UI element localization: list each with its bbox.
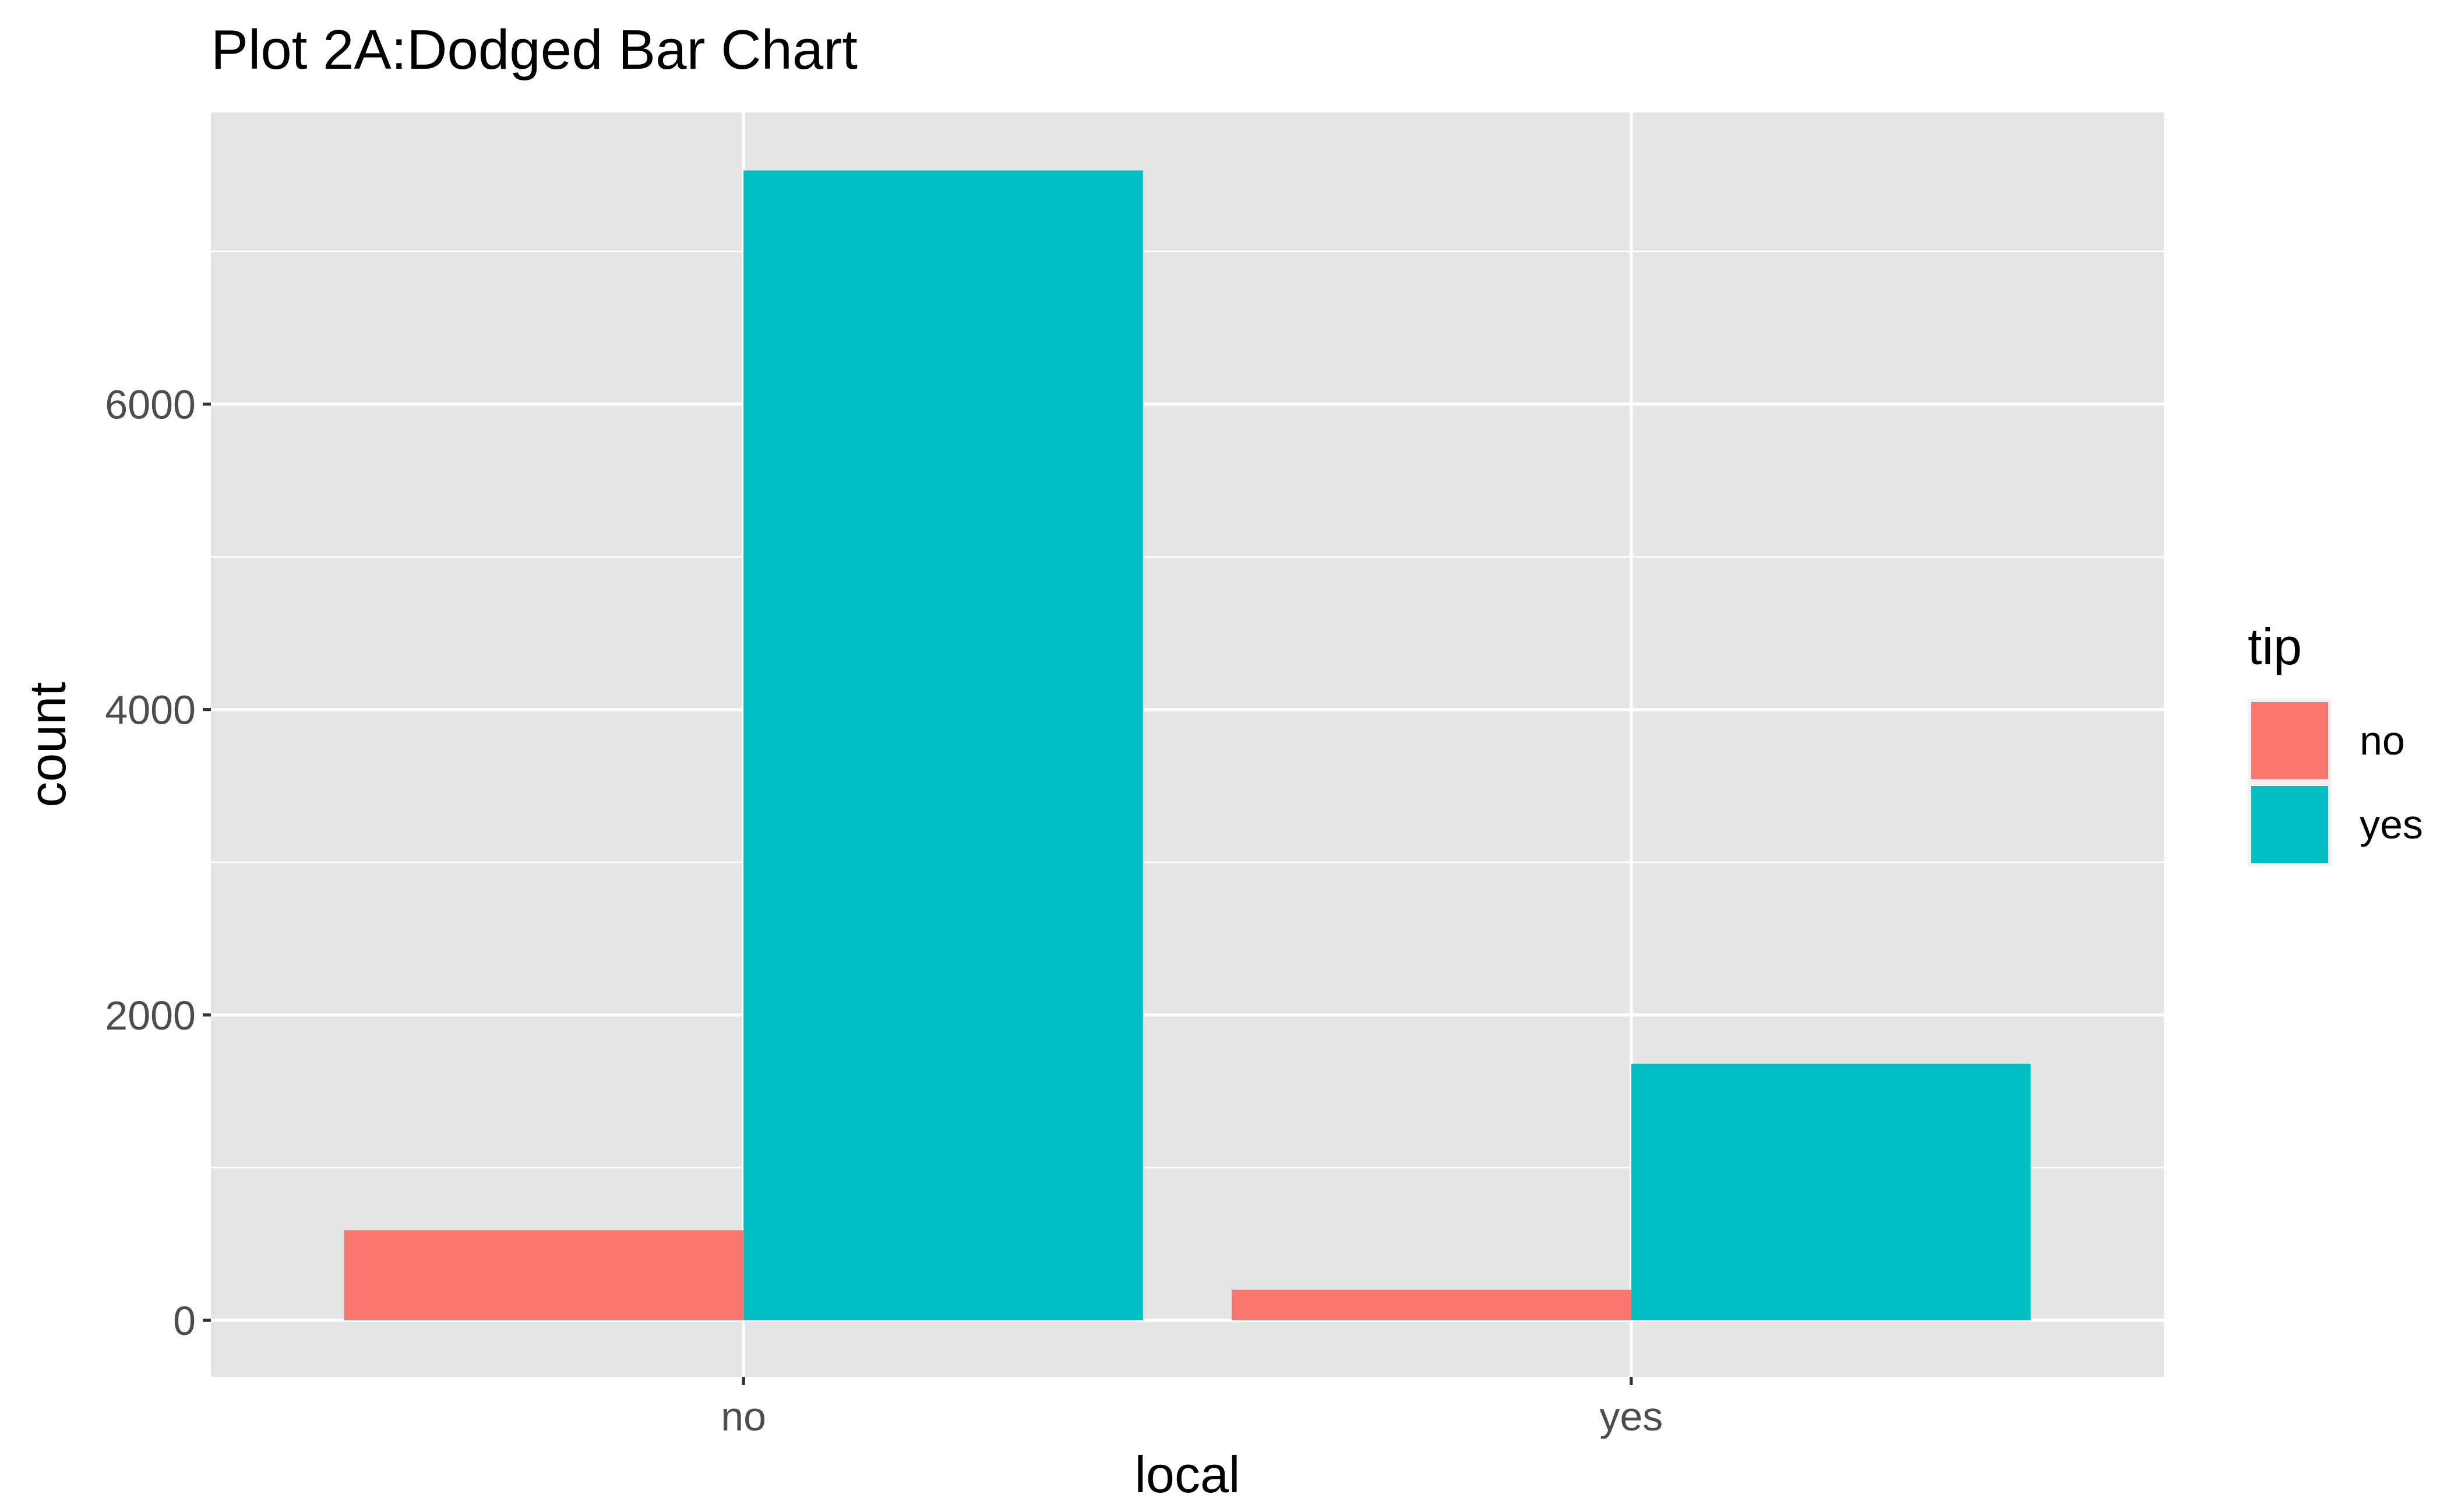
y-tick-label: 6000 bbox=[105, 382, 196, 428]
y-axis: 0 2000 4000 6000 bbox=[105, 382, 211, 1344]
x-axis: no yes bbox=[721, 1377, 1663, 1439]
y-tick-label: 2000 bbox=[105, 993, 196, 1038]
legend-label-yes: yes bbox=[2360, 802, 2423, 847]
bar-yes-yes bbox=[1631, 1063, 2031, 1321]
legend-title: tip bbox=[2248, 618, 2302, 675]
x-tick-label: no bbox=[721, 1394, 766, 1439]
x-tick-label: yes bbox=[1599, 1394, 1663, 1439]
bar-no-no bbox=[344, 1230, 744, 1321]
legend: tip no yes bbox=[2248, 618, 2423, 866]
legend-key-no bbox=[2251, 702, 2328, 779]
legend-key-yes bbox=[2251, 786, 2328, 863]
legend-label-no: no bbox=[2360, 718, 2405, 763]
y-tick-label: 4000 bbox=[105, 688, 196, 733]
chart-title: Plot 2A:Dodged Bar Chart bbox=[211, 19, 858, 81]
y-tick-label: 0 bbox=[173, 1298, 196, 1344]
x-axis-title: local bbox=[1135, 1446, 1240, 1503]
bar-yes-no bbox=[1232, 1289, 1631, 1321]
y-axis-title: count bbox=[19, 682, 76, 807]
bars bbox=[344, 170, 2031, 1321]
bar-no-yes bbox=[743, 170, 1143, 1321]
